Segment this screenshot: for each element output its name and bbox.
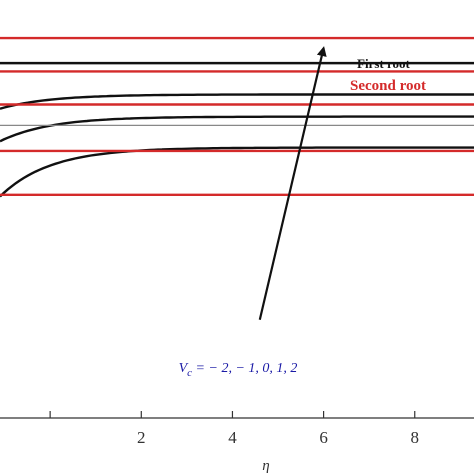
x-tick-label-6: 6 — [319, 428, 328, 447]
legend: First root Second root — [350, 56, 426, 94]
x-axis-label: η — [262, 458, 269, 474]
annotation-label: Vc = − 2, − 1, 0, 1, 2 — [179, 361, 298, 379]
series-line-first-root-2 — [0, 115, 474, 143]
annotation-arrow — [258, 46, 327, 321]
series-line-first-root-3 — [0, 146, 474, 198]
x-axis-ticks: 2 4 6 8 — [49, 411, 420, 447]
annotation-values: = − 2, − 1, 0, 1, 2 — [192, 361, 297, 376]
annotation-subscript: c — [187, 367, 192, 379]
series-layer — [0, 36, 474, 198]
legend-first-root: First root — [357, 56, 410, 71]
legend-second-root: Second root — [350, 78, 426, 94]
x-tick-label-2: 2 — [137, 428, 146, 447]
annotation-symbol: V — [179, 361, 189, 376]
series-line-first-root-1 — [0, 93, 474, 110]
x-tick-label-4: 4 — [228, 428, 237, 447]
x-tick-label-8: 8 — [411, 428, 420, 447]
